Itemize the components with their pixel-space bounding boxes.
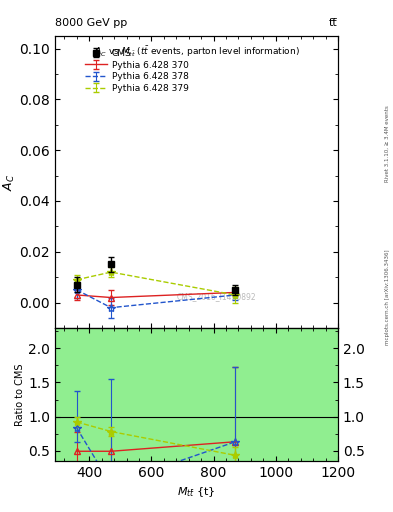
- Y-axis label: $A_C$: $A_C$: [2, 173, 17, 190]
- Text: Rivet 3.1.10, ≥ 3.4M events: Rivet 3.1.10, ≥ 3.4M events: [385, 105, 389, 182]
- Text: tt̅: tt̅: [329, 18, 338, 28]
- Y-axis label: Ratio to CMS: Ratio to CMS: [15, 363, 26, 425]
- Text: mcplots.cern.ch [arXiv:1306.3436]: mcplots.cern.ch [arXiv:1306.3436]: [385, 249, 389, 345]
- Text: $A_C$ vs $M_{t\bar{t}}$ ($t\bar{t}$ events, parton level information): $A_C$ vs $M_{t\bar{t}}$ ($t\bar{t}$ even…: [94, 45, 299, 59]
- Legend: CMS, Pythia 6.428 370, Pythia 6.428 378, Pythia 6.428 379: CMS, Pythia 6.428 370, Pythia 6.428 378,…: [82, 46, 191, 96]
- X-axis label: $M_{t\bar{t}}$ {t}: $M_{t\bar{t}}$ {t}: [177, 485, 216, 499]
- Text: CMS_2016_I1430892: CMS_2016_I1430892: [176, 292, 256, 301]
- Text: 8000 GeV pp: 8000 GeV pp: [55, 18, 127, 28]
